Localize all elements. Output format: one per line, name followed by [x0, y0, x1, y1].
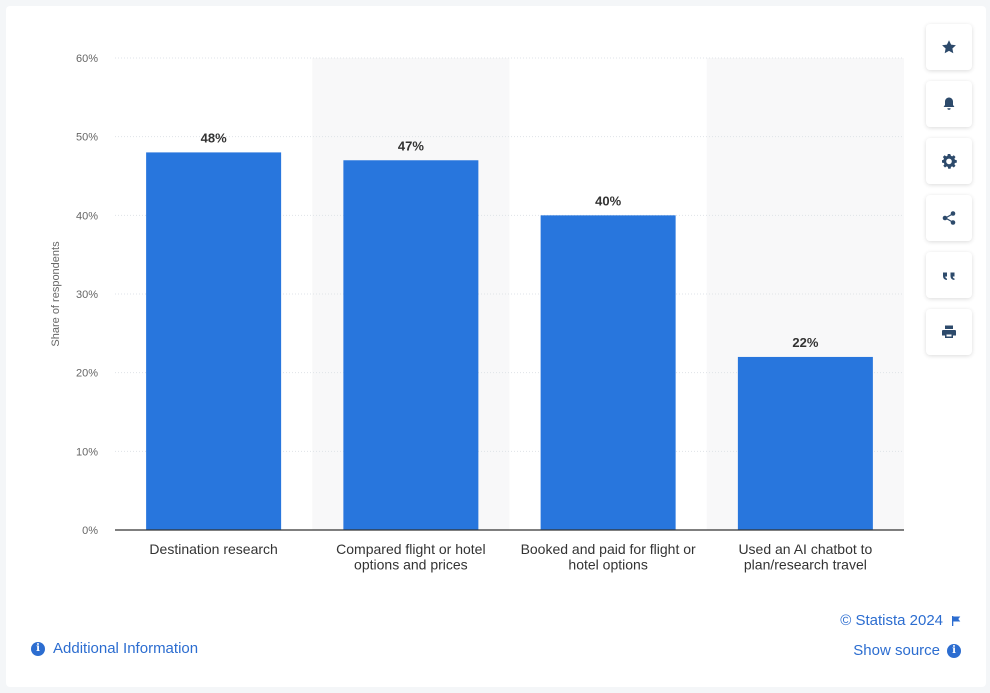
- share-icon: [942, 211, 956, 225]
- bar[interactable]: [540, 215, 676, 531]
- data-label: 48%: [201, 130, 227, 145]
- x-axis-ticks: Destination research Compared flight or h…: [149, 541, 872, 573]
- y-axis-ticks: 0% 10% 20% 30% 40% 50% 60%: [76, 53, 98, 537]
- notification-button[interactable]: [926, 81, 972, 127]
- y-tick-label: 10%: [76, 446, 98, 458]
- bar[interactable]: [146, 152, 282, 530]
- additional-information-text: Additional Information: [53, 640, 199, 657]
- y-tick-label: 50%: [76, 132, 98, 144]
- share-button[interactable]: [926, 195, 972, 241]
- show-source-link[interactable]: Show source i: [853, 642, 961, 659]
- quote-icon: [943, 272, 955, 280]
- additional-information-link[interactable]: i Additional Information: [31, 640, 198, 657]
- chart-bars: [146, 152, 873, 531]
- info-icon: i: [947, 643, 961, 658]
- y-axis-label: Share of respondents: [50, 241, 62, 347]
- print-icon: [942, 325, 956, 338]
- bar[interactable]: [737, 356, 873, 530]
- copyright-text: © Statista 2024: [840, 612, 943, 629]
- copyright-link[interactable]: © Statista 2024: [840, 612, 962, 629]
- x-tick-label: Used an AI chatbot to plan/research trave…: [738, 541, 872, 573]
- y-tick-label: 40%: [76, 210, 98, 222]
- data-labels: 48% 47% 40% 22%: [201, 130, 819, 350]
- star-icon: [942, 40, 956, 54]
- data-label: 22%: [792, 335, 818, 350]
- y-tick-label: 0%: [82, 525, 98, 537]
- y-tick-label: 20%: [76, 368, 98, 380]
- settings-button[interactable]: [926, 138, 972, 184]
- bar[interactable]: [343, 160, 479, 530]
- print-button[interactable]: [926, 309, 972, 355]
- x-tick-label: Destination research: [149, 541, 277, 557]
- x-tick-label: Compared flight or hotel options and pric…: [336, 541, 485, 573]
- x-tick-label: Booked and paid for flight or hotel optio…: [521, 541, 696, 573]
- gear-icon: [942, 154, 957, 169]
- data-label: 40%: [595, 193, 621, 208]
- show-source-text: Show source: [853, 642, 940, 659]
- data-label: 47%: [398, 138, 424, 153]
- chart-toolbar: [926, 24, 972, 366]
- favorite-button[interactable]: [926, 24, 972, 70]
- bell-icon: [943, 97, 955, 110]
- info-icon: i: [31, 641, 45, 656]
- cite-button[interactable]: [926, 252, 972, 298]
- flag-icon: [952, 615, 961, 626]
- y-tick-label: 30%: [76, 289, 98, 301]
- y-tick-label: 60%: [76, 53, 98, 65]
